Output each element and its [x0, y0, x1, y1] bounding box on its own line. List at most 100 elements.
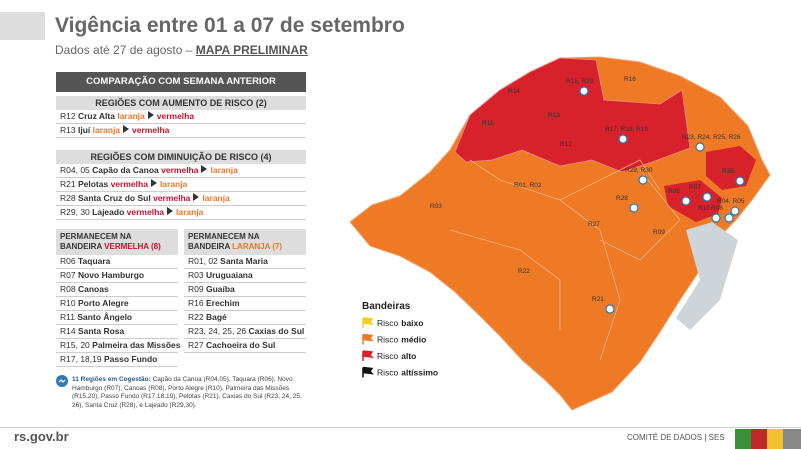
region-red-north	[454, 57, 691, 173]
region-label: R17, R18, R19	[605, 126, 648, 133]
cogestao-icon	[618, 134, 628, 144]
arrow	[201, 165, 208, 173]
region-label: R03	[430, 203, 442, 210]
remain-orange-block: PERMANECEM NA BANDEIRA LARANJA (7) R01, …	[184, 229, 306, 353]
region-red-metro	[664, 180, 722, 222]
subtitle-link[interactable]: MAPA PRELIMINAR	[195, 43, 308, 57]
arrow	[123, 125, 130, 133]
change-row: R13 Ijuí laranja vermelha	[56, 124, 306, 138]
region-name: Lajeado	[92, 207, 125, 217]
note-text: Capão da Canoa (R04,05), Taquara (R06), …	[72, 376, 302, 409]
region-label: R01, R02	[514, 182, 542, 189]
decrease-block: REGIÕES COM DIMINUIÇÃO DE RISCO (4) R04,…	[56, 150, 306, 220]
from-flag: vermelha	[161, 165, 199, 175]
brand-green	[735, 429, 751, 449]
region-name: Novo Hamburgo	[77, 270, 145, 280]
region-label: R35	[722, 168, 734, 175]
region-label: R28	[616, 195, 628, 202]
region-name: Uruguaiana	[205, 270, 253, 280]
column-flag: LARANJA (7)	[232, 242, 283, 251]
legend-prefix: Risco	[377, 318, 399, 328]
footer-credit: COMITÊ DE DADOS | SES	[627, 433, 725, 442]
region-row: R22 Bagé	[184, 311, 306, 325]
region-row: R09 Guaíba	[184, 283, 306, 297]
region-name: Ijuí	[77, 125, 91, 135]
cogestao-icon	[629, 203, 639, 213]
remain-red-block: PERMANECEM NA BANDEIRA VERMELHA (8) R06 …	[56, 229, 181, 367]
region-row: R07 Novo Hamburgo	[56, 269, 178, 283]
footer-site: rs.gov.br	[14, 429, 69, 444]
legend-prefix: Risco	[377, 335, 399, 345]
region-row: R27 Cachoeira do Sul	[184, 339, 306, 353]
section-header: REGIÕES COM AUMENTO DE RISCO (2)	[56, 96, 306, 110]
region-label: R14	[508, 88, 520, 95]
note: 11 Regiões em Cogestão: Capão da Canoa (…	[72, 376, 307, 410]
from-flag: laranja	[117, 111, 145, 121]
region-label: R10	[698, 205, 710, 212]
to-flag: vermelha	[132, 125, 170, 135]
region-name: Taquara	[77, 256, 111, 266]
region-name: Guaíba	[205, 284, 235, 294]
change-row: R29, 30 Lajeado vermelha laranja	[56, 206, 306, 220]
section-header: REGIÕES COM DIMINUIÇÃO DE RISCO (4)	[56, 150, 306, 164]
cogestao-icon	[730, 206, 740, 216]
region-label: R23, R24, R25, R26	[682, 134, 741, 141]
legend-label: Risco altíssimo	[377, 368, 438, 378]
region-name: Cruz Alta	[77, 111, 115, 121]
region-name: Palmeira das Missões	[92, 340, 181, 350]
region-code: R15, 20	[60, 340, 90, 350]
increase-block: REGIÕES COM AUMENTO DE RISCO (2) R12 Cru…	[56, 96, 306, 138]
from-flag: laranja	[92, 125, 121, 135]
column-header: PERMANECEM NA BANDEIRA LARANJA (7)	[184, 229, 306, 255]
legend-level: baixo	[401, 318, 423, 328]
region-code: R29, 30	[60, 207, 90, 217]
subtitle: Dados até 27 de agosto – MAPA PRELIMINAR	[55, 43, 308, 57]
region-row: R03 Uruguaiana	[184, 269, 306, 283]
region-name: Santo Ângelo	[77, 312, 133, 322]
region-code: R21	[60, 179, 76, 189]
region-code: R23, 24, 25, 26	[188, 326, 247, 336]
region-row: R23, 24, 25, 26 Caxias do Sul	[184, 325, 306, 339]
region-name: Bagé	[205, 312, 227, 322]
region-code: R01, 02	[188, 256, 218, 266]
legend-label: Risco baixo	[377, 318, 423, 328]
legend-label: Risco alto	[377, 351, 416, 361]
region-name: Porto Alegre	[77, 298, 129, 308]
to-flag: vermelha	[156, 111, 195, 121]
from-flag: vermelha	[153, 193, 191, 203]
title: Vigência entre 01 a 07 de setembro	[55, 14, 405, 37]
legend-flag	[362, 350, 375, 361]
region-label: R21	[592, 296, 604, 303]
region-name: Santa Cruz do Sul	[77, 193, 151, 203]
to-flag: laranja	[159, 179, 188, 189]
region-row: R01, 02 Santa Maria	[184, 255, 306, 269]
region-code: R12	[60, 111, 76, 121]
region-row: R15, 20 Palmeira das Missões	[56, 339, 181, 353]
brand-yellow	[767, 429, 783, 449]
region-row: R08 Canoas	[56, 283, 178, 297]
cogestao-icon	[735, 176, 745, 186]
comparison-title: COMPARAÇÃO COM SEMANA ANTERIOR	[56, 72, 306, 92]
region-label: R04, R05	[717, 198, 745, 205]
legend-label: Risco médio	[377, 335, 426, 345]
region-code: R11	[60, 312, 75, 322]
note-title: 11 Regiões em Cogestão:	[72, 376, 151, 383]
region-label: R11	[482, 120, 494, 127]
legend-flag	[362, 333, 375, 345]
note-icon	[56, 375, 68, 387]
from-flag: vermelha	[110, 179, 148, 189]
arrow	[147, 111, 154, 119]
change-row: R21 Pelotas vermelha laranja	[56, 178, 306, 192]
column-title: PERMANECEM NA BANDEIRA	[60, 232, 132, 251]
region-name: Santa Rosa	[77, 326, 125, 336]
legend-level: alto	[401, 351, 416, 361]
region-row: R14 Santa Rosa	[56, 325, 178, 339]
region-name: Erechim	[205, 298, 240, 308]
legend-prefix: Risco	[377, 351, 399, 361]
region-label: R08	[711, 205, 723, 212]
legend-flag	[362, 366, 375, 378]
subtitle-text: Dados até 27 de agosto –	[55, 43, 193, 57]
region-name: Cachoeira do Sul	[205, 340, 276, 350]
